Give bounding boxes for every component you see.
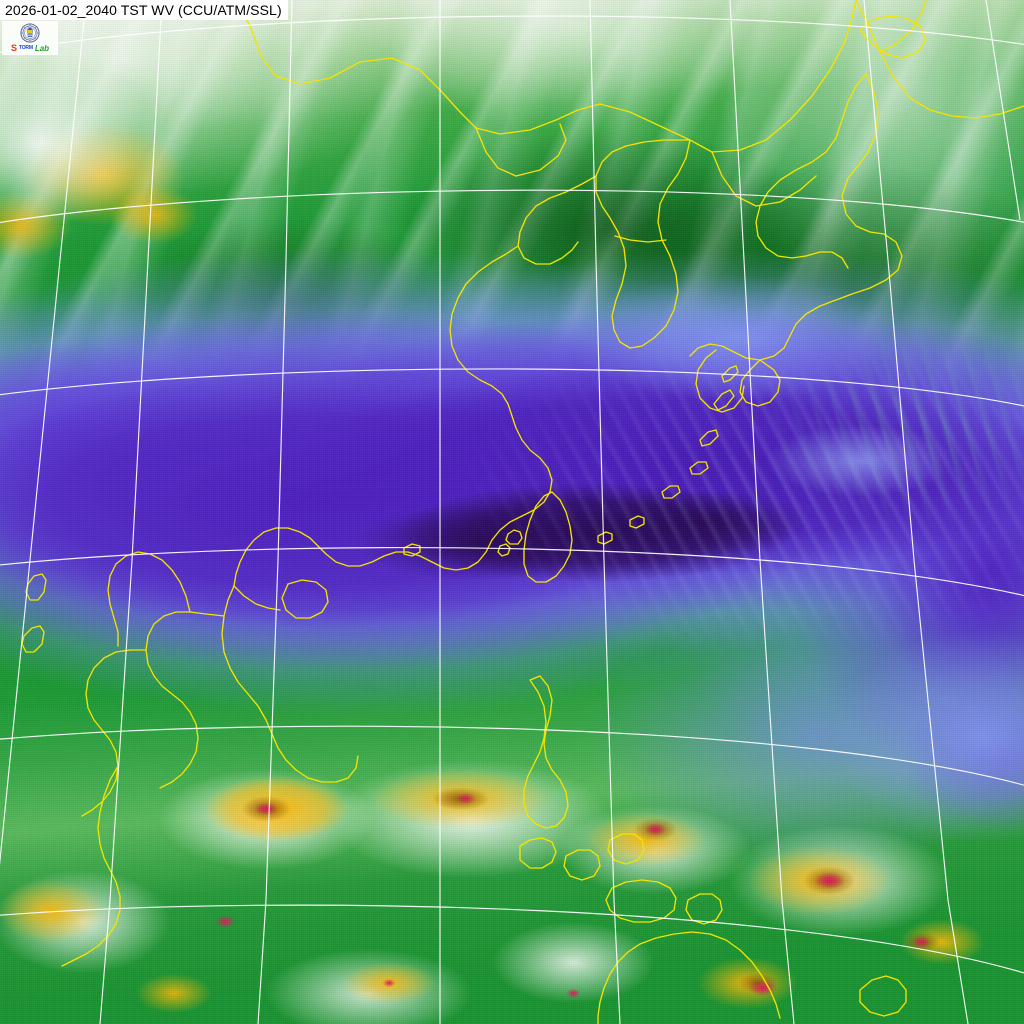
product-title-bar: 2026-01-02_2040 TST WV (CCU/ATM/SSL) [0,0,288,20]
logo-wordmark-lab: Lab [34,44,50,53]
logo-wordmark-storm: TORM [18,45,33,51]
university-seal-icon [20,23,40,43]
page-title: 2026-01-02_2040 TST WV (CCU/ATM/SSL) [5,2,282,18]
logo-wordmark-s: S [10,43,17,53]
logo-wordmark: S TORM Lab [10,43,50,54]
organization-logo[interactable]: S TORM Lab [2,21,58,55]
